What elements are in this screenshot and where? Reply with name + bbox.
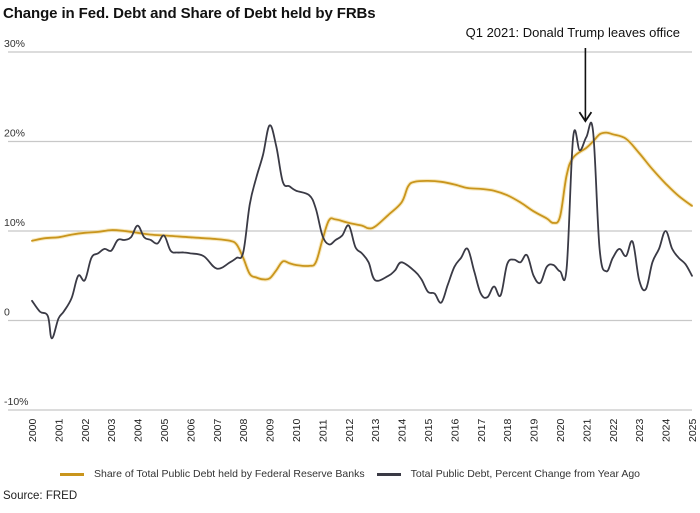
x-tick-label: 2015 bbox=[423, 418, 435, 442]
x-tick-label: 2017 bbox=[476, 418, 488, 442]
y-tick-label: 30% bbox=[4, 38, 25, 50]
legend-swatch-frb-share bbox=[59, 472, 84, 476]
legend-label-frb-share: Share of Total Public Debt held by Feder… bbox=[93, 468, 365, 480]
x-tick-label: 2001 bbox=[53, 418, 65, 442]
x-tick-label: 2011 bbox=[317, 419, 329, 442]
x-tick-label: 2025 bbox=[687, 418, 699, 442]
y-tick-label: 10% bbox=[4, 217, 25, 229]
x-tick-label: 2021 bbox=[581, 418, 593, 442]
y-tick-label: 0 bbox=[4, 307, 10, 319]
chart-title: Change in Fed. Debt and Share of Debt he… bbox=[3, 5, 376, 22]
legend-label-debt-change: Total Public Debt, Percent Change from Y… bbox=[410, 468, 640, 480]
x-tick-label: 2019 bbox=[529, 418, 541, 442]
x-tick-label: 2000 bbox=[27, 418, 39, 442]
x-tick-label: 2023 bbox=[634, 418, 646, 442]
legend-item-debt-change: Total Public Debt, Percent Change from Y… bbox=[376, 468, 640, 480]
x-tick-label: 2007 bbox=[212, 418, 224, 442]
x-tick-label: 2003 bbox=[106, 418, 118, 442]
source-note: Source: FRED bbox=[3, 490, 78, 502]
x-tick-label: 2004 bbox=[133, 418, 145, 442]
x-tick-label: 2024 bbox=[661, 418, 673, 442]
x-tick-label: 2005 bbox=[159, 418, 171, 442]
gridlines bbox=[8, 51, 692, 411]
y-tick-label: 20% bbox=[4, 128, 25, 140]
x-tick-label: 2022 bbox=[608, 418, 620, 442]
legend-swatch-debt-change bbox=[376, 472, 401, 476]
legend-item-frb-share: Share of Total Public Debt held by Feder… bbox=[59, 468, 365, 480]
annotation-text: Q1 2021: Donald Trump leaves office bbox=[466, 25, 680, 40]
series-glow-frb-share bbox=[31, 130, 694, 282]
legend: Share of Total Public Debt held by Feder… bbox=[0, 468, 700, 480]
x-tick-label: 2002 bbox=[80, 418, 92, 442]
x-tick-label: 2010 bbox=[291, 418, 303, 442]
x-tick-label: 2008 bbox=[238, 418, 250, 442]
y-tick-label: -10% bbox=[4, 396, 29, 408]
x-tick-label: 2016 bbox=[449, 418, 461, 442]
x-axis-ticks: 2000 2001 2002 2003 2004 2005 2006 2007 2008 2009… bbox=[27, 418, 699, 442]
x-tick-label: 2006 bbox=[185, 418, 197, 442]
x-tick-label: 2013 bbox=[370, 418, 382, 442]
series-line-frb-share bbox=[31, 131, 693, 281]
x-tick-label: 2014 bbox=[397, 418, 409, 442]
arrow-down-icon bbox=[578, 111, 593, 123]
series-line-debt-change bbox=[31, 121, 693, 340]
x-tick-label: 2018 bbox=[502, 418, 514, 442]
annotation: Q1 2021: Donald Trump leaves office bbox=[466, 25, 680, 123]
x-tick-label: 2012 bbox=[344, 418, 356, 442]
x-tick-label: 2009 bbox=[265, 418, 277, 442]
y-axis-ticks: 30% 20% 10% 0 -10% bbox=[4, 38, 29, 408]
series-lines bbox=[31, 121, 694, 340]
x-tick-label: 2020 bbox=[555, 418, 567, 442]
